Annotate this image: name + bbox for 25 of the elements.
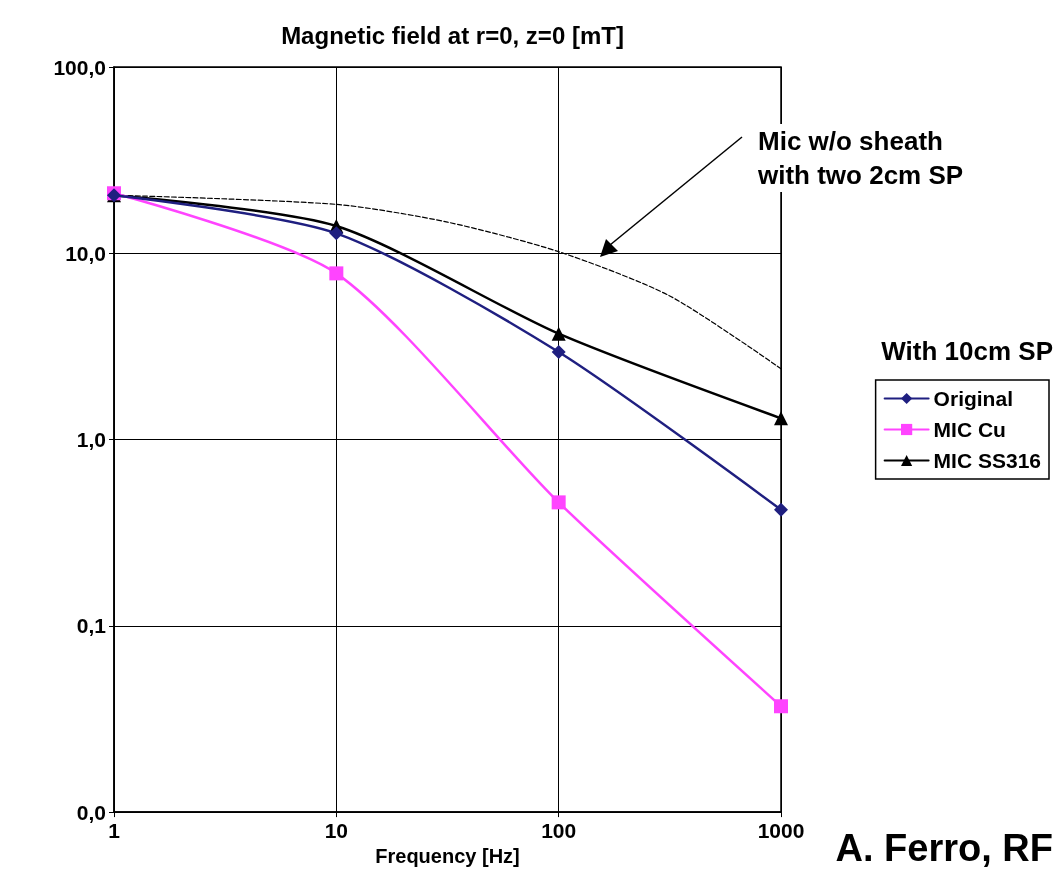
point [329,266,344,281]
point [329,226,344,241]
x-tick-label: 10 [324,819,349,843]
y-tick-label: 100,0 [53,55,106,79]
legend-label: MIC SS316 [933,449,1042,472]
point [774,411,788,426]
y-tick-label: 10,0 [65,241,106,265]
x-tick-label: 1000 [757,819,805,843]
x-tick-label: 1 [108,819,121,843]
text: A. Ferro, RF [835,827,1054,869]
point [551,495,566,510]
y-tick-label: 1,0 [76,428,106,452]
legend-title: With 10cm SP [881,336,1054,366]
point [551,326,566,341]
y-tick-label: 0,0 [76,800,106,824]
x-axis-title: Frequency [Hz] [375,845,520,867]
legend-label: Original [933,387,1013,410]
point [774,502,788,517]
annotation: Mic w/o sheath with two 2cm SP [757,126,964,190]
x-tick-label: 100 [541,819,577,843]
chart-title: Magnetic field at r=0, z=0 [mT] [281,21,624,49]
legend-label: MIC Cu [933,418,1006,441]
point [774,699,788,714]
point [551,345,566,360]
y-tick-label: 0,1 [76,614,107,638]
